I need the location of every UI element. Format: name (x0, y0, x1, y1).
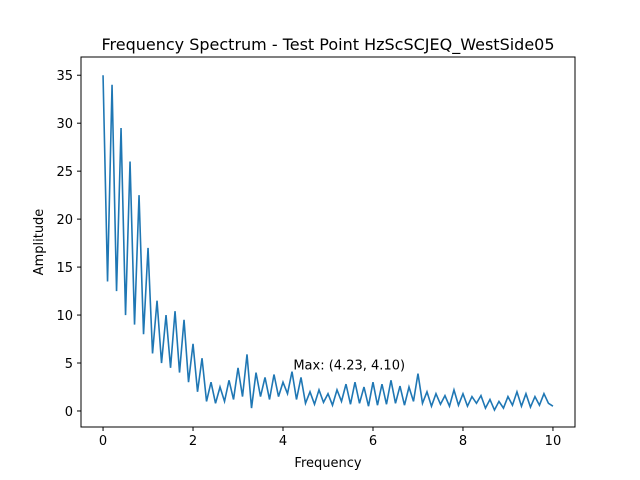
y-tick-label: 5 (65, 357, 73, 372)
chart-title: Frequency Spectrum - Test Point HzScSCJE… (101, 35, 554, 55)
line-series (102, 75, 554, 412)
y-tick-label: 15 (56, 261, 73, 276)
x-tick-label: 4 (279, 434, 287, 449)
annotation: Max: (4.23, 4.10) (293, 359, 405, 374)
x-tick-label: 6 (369, 434, 377, 449)
y-tick-label: 0 (65, 405, 73, 420)
x-tick-label: 8 (459, 434, 467, 449)
y-tick-label: 10 (56, 309, 73, 324)
plot-frame (80, 56, 576, 428)
x-tick-label: 10 (545, 434, 562, 449)
x-tick-label: 2 (189, 434, 197, 449)
y-tick-label: 25 (56, 165, 73, 180)
y-tick-label: 20 (56, 213, 73, 228)
x-axis-label: Frequency (294, 456, 361, 471)
y-tick-label: 35 (56, 69, 73, 84)
x-tick-label: 0 (99, 434, 107, 449)
y-axis-label: Amplitude (32, 209, 47, 276)
y-tick-label: 30 (56, 117, 73, 132)
